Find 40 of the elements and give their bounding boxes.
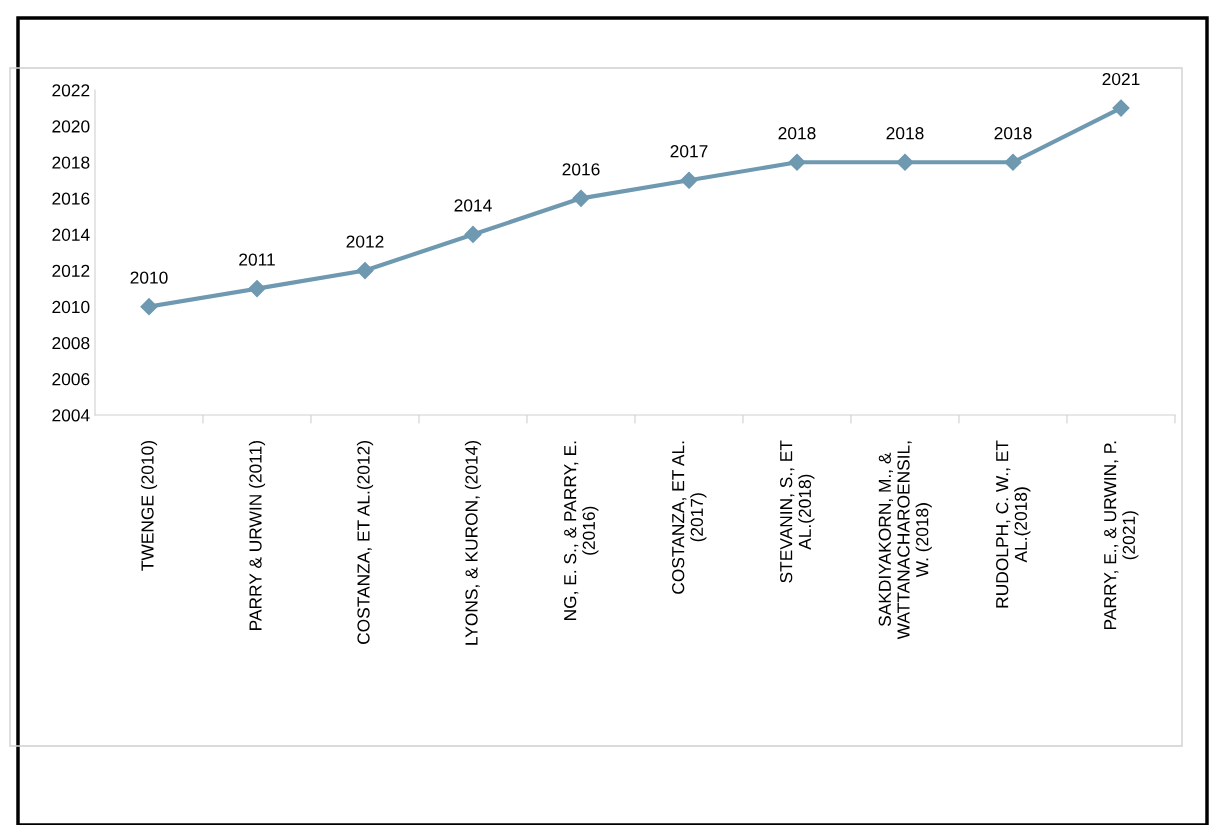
data-label: 2021	[1102, 72, 1140, 86]
x-tick-label: LYONS, & KURON, (2014)	[464, 441, 482, 645]
x-tick-label: PARRY, E., & URWIN, P. (2021)	[1104, 441, 1139, 630]
x-tick-label: RUDOLPH, C. W., ET AL.(2018)	[996, 440, 1031, 608]
data-label: 2018	[994, 127, 1032, 140]
y-tick-label: 2014	[52, 228, 90, 241]
y-tick-label: 2016	[52, 192, 90, 205]
data-label: 2012	[346, 235, 384, 248]
y-tick-label: 2022	[52, 84, 90, 97]
y-tick-label: 2010	[52, 300, 90, 314]
x-tick-label: STEVANIN, S., ET AL.(2018)	[780, 440, 815, 583]
y-tick-label: 2006	[52, 373, 90, 386]
point	[1004, 153, 1022, 171]
y-tick-label: 2018	[52, 156, 90, 169]
x-tick-label: PARRY & URWIN (2011)	[248, 441, 266, 630]
data-label: 2018	[886, 127, 924, 140]
x-tick-label: SAKDIYAKORN, M., & WATTANACHAROENSIL, W. (2018)	[878, 441, 932, 640]
point	[572, 189, 590, 207]
y-tick-label: 2004	[52, 409, 90, 422]
point	[1112, 99, 1130, 117]
data-label: 2018	[778, 127, 816, 140]
point	[896, 153, 914, 171]
x-tick-label: COSTANZA, ET AL. (2017)	[672, 441, 707, 594]
data-label: 2014	[454, 199, 492, 212]
point	[248, 280, 266, 298]
point	[788, 153, 806, 171]
point	[140, 298, 158, 316]
point	[464, 225, 482, 243]
data-label: 2016	[562, 163, 600, 176]
data-label: 2011	[239, 253, 275, 266]
y-tick-label: 2012	[52, 264, 90, 278]
x-tick-label: NG, E. S., & PARRY, E. (2016)	[564, 441, 599, 620]
y-tick-label: 2020	[52, 120, 90, 133]
point	[356, 262, 374, 280]
x-tick-label: COSTANZA, ET AL.(2012)	[356, 441, 374, 644]
data-label: 2010	[130, 271, 168, 284]
x-tick-label: TWENGE (2010)	[140, 441, 158, 571]
data-label: 2017	[670, 145, 708, 158]
y-tick-label: 2008	[52, 336, 90, 350]
point	[680, 171, 698, 189]
